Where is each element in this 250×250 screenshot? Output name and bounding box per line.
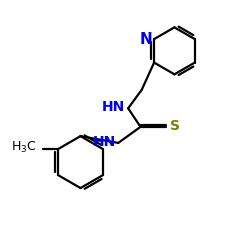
Text: N: N: [140, 32, 152, 46]
Text: S: S: [170, 119, 180, 133]
Text: HN: HN: [102, 100, 125, 114]
Text: HN: HN: [92, 135, 116, 149]
Text: H$_3$C: H$_3$C: [12, 140, 37, 156]
